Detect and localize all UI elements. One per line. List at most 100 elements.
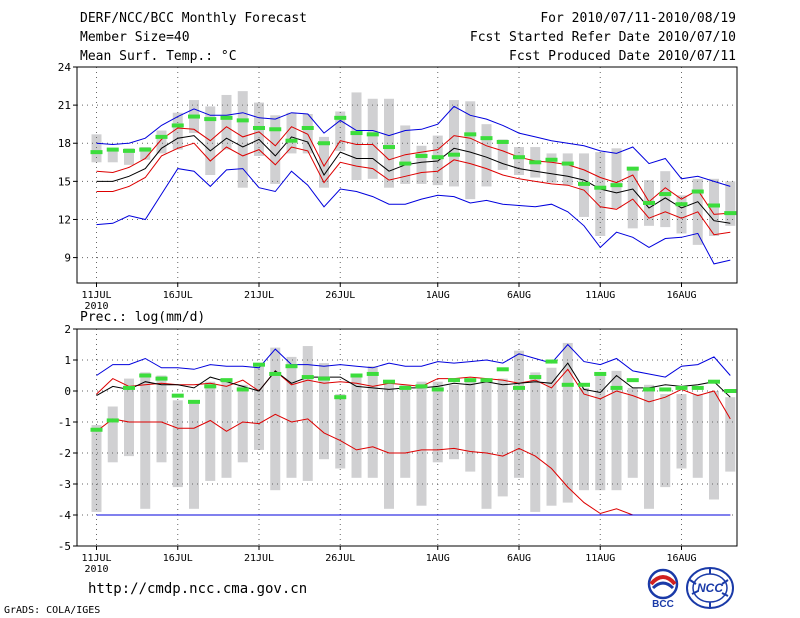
member-dash-3 bbox=[123, 148, 135, 153]
ensemble-box-36 bbox=[660, 171, 671, 228]
series-min-line bbox=[96, 168, 731, 265]
ensemble-box-1 bbox=[91, 425, 102, 512]
x-tick-label-7: 16AUG bbox=[666, 290, 696, 301]
member-dash-21 bbox=[415, 153, 428, 158]
forecast-period: For 2010/07/11-2010/08/19 bbox=[540, 11, 736, 26]
ensemble-box-20 bbox=[400, 384, 411, 478]
ensemble-box-33 bbox=[611, 370, 622, 491]
member-dash-16 bbox=[334, 395, 347, 400]
plot-frame bbox=[76, 66, 738, 284]
member-dash-16 bbox=[334, 115, 347, 120]
member-dash-29 bbox=[545, 359, 558, 364]
variable-label-prec: Prec.: log(mm/d) bbox=[80, 310, 206, 325]
member-dash-33 bbox=[610, 183, 623, 188]
member-dash-2 bbox=[106, 418, 119, 423]
member-dash-9 bbox=[220, 115, 233, 120]
y-tick-label-1: -4 bbox=[58, 509, 72, 522]
member-dash-7 bbox=[188, 399, 200, 404]
member-dash-36 bbox=[659, 387, 672, 392]
member-dash-32 bbox=[594, 371, 607, 376]
ensemble-box-30 bbox=[562, 342, 573, 503]
y-tick-label-4: 21 bbox=[58, 99, 71, 112]
member-dash-15 bbox=[318, 141, 330, 146]
chart-title: DERF/NCC/BCC Monthly Forecast bbox=[80, 11, 307, 26]
x-tick-label-7: 16AUG bbox=[666, 553, 696, 564]
member-dash-3 bbox=[123, 385, 135, 390]
ensemble-box-28 bbox=[530, 372, 541, 512]
member-dash-38 bbox=[691, 189, 704, 194]
temperature-panel: 9 12 15 18 21 24 11JUL 16JUL 21JUL 26JUL 1AUG 6AUG 1… bbox=[58, 61, 738, 312]
ensemble-box-8 bbox=[205, 381, 216, 481]
x-tick-label-3: 26JUL bbox=[325, 290, 355, 301]
member-dash-6 bbox=[171, 123, 184, 128]
y-tick-label-3: 18 bbox=[58, 137, 71, 150]
ensemble-box-40 bbox=[725, 181, 736, 226]
member-dash-34 bbox=[626, 378, 639, 383]
ensemble-box-14 bbox=[302, 114, 313, 154]
ensemble-box-34 bbox=[627, 387, 638, 478]
ensemble-box-21 bbox=[416, 145, 427, 184]
member-dash-28 bbox=[529, 160, 542, 165]
member-dash-23 bbox=[448, 152, 460, 157]
member-dash-36 bbox=[659, 192, 672, 197]
member-dash-5 bbox=[155, 376, 168, 381]
x-tick-label-0: 11JUL bbox=[81, 290, 111, 301]
member-dash-31 bbox=[578, 382, 590, 387]
bcc-logo-text: BCC bbox=[652, 599, 674, 610]
member-dash-37 bbox=[675, 385, 688, 390]
ensemble-box-22 bbox=[432, 135, 443, 186]
member-dash-13 bbox=[285, 364, 298, 369]
series-upper-line bbox=[96, 368, 731, 420]
source-url[interactable]: http://cmdp.ncc.cma.gov.cn bbox=[88, 581, 308, 597]
ncc-logo-icon: NCC bbox=[686, 567, 734, 609]
series-max-line bbox=[96, 105, 731, 187]
member-dash-18 bbox=[366, 371, 379, 376]
member-dash-31 bbox=[578, 181, 590, 186]
member-dash-21 bbox=[415, 384, 428, 389]
y-tick-label-2: -3 bbox=[58, 478, 71, 491]
member-dash-1 bbox=[90, 427, 103, 432]
ensemble-box-3 bbox=[124, 378, 134, 457]
member-dash-19 bbox=[383, 379, 395, 384]
ensemble-box-29 bbox=[546, 367, 557, 506]
ensemble-box-17 bbox=[351, 375, 362, 478]
ensemble-box-6 bbox=[172, 400, 183, 488]
x-tick-label-6: 11AUG bbox=[585, 553, 615, 564]
ncc-logo-text: NCC bbox=[697, 581, 723, 595]
y-tick-label-0: -5 bbox=[58, 540, 71, 553]
member-dash-22 bbox=[431, 387, 444, 392]
ensemble-box-19 bbox=[384, 98, 394, 188]
member-dash-27 bbox=[513, 385, 525, 390]
ensemble-box-15 bbox=[319, 136, 329, 188]
ensemble-box-37 bbox=[676, 195, 687, 234]
x-tick-label-5: 6AUG bbox=[507, 553, 531, 564]
member-dash-7 bbox=[188, 114, 200, 119]
member-dash-13 bbox=[285, 138, 298, 143]
x-tick-label-1: 16JUL bbox=[163, 553, 193, 564]
member-dash-35 bbox=[643, 387, 655, 392]
member-dash-17 bbox=[350, 373, 363, 378]
x-year-label: 2010 bbox=[84, 301, 108, 312]
member-dash-26 bbox=[496, 139, 509, 144]
ensemble-box-7 bbox=[189, 400, 199, 509]
member-dash-23 bbox=[448, 378, 460, 383]
series-lower-line bbox=[96, 413, 731, 516]
x-year-label: 2010 bbox=[84, 564, 108, 575]
ensemble-box-32 bbox=[595, 152, 606, 236]
x-tick-label-4: 1AUG bbox=[426, 290, 450, 301]
x-tick-label-2: 21JUL bbox=[244, 553, 274, 564]
member-dash-24 bbox=[464, 378, 477, 383]
member-dash-40 bbox=[724, 389, 737, 393]
ensemble-box-27 bbox=[514, 147, 524, 175]
fcst-started-date: Fcst Started Refer Date 2010/07/10 bbox=[469, 30, 736, 45]
member-dash-27 bbox=[513, 155, 525, 160]
member-size: Member Size=40 bbox=[80, 30, 190, 45]
member-dash-5 bbox=[155, 134, 168, 139]
ensemble-box-37 bbox=[676, 394, 687, 469]
member-dash-24 bbox=[464, 132, 477, 137]
plot-frame bbox=[76, 328, 738, 547]
y-tick-label-1: 12 bbox=[58, 213, 71, 226]
member-dash-40 bbox=[724, 211, 737, 216]
member-dash-37 bbox=[675, 202, 688, 207]
